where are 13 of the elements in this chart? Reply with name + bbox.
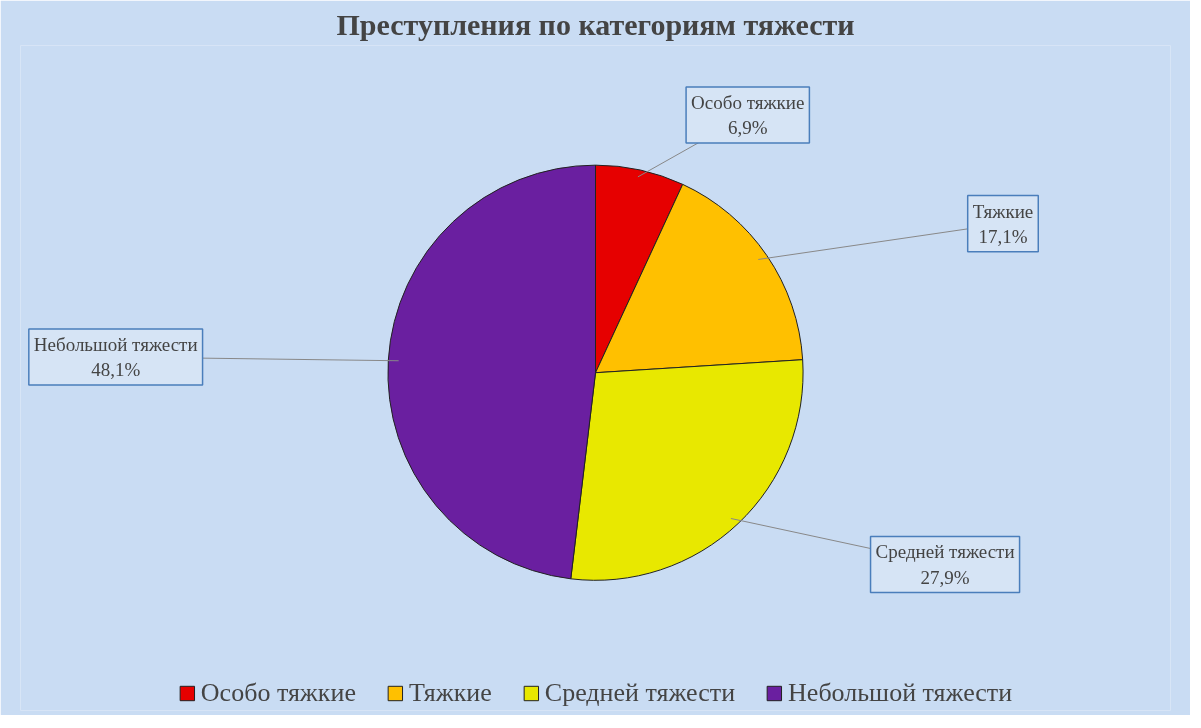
data-label: 27,9%: [920, 566, 970, 588]
data-label: 17,1%: [978, 225, 1028, 247]
slice-label: Средней тяжести: [875, 541, 1015, 563]
data-label: 6,9%: [727, 117, 768, 139]
legend-label: Тяжкие: [408, 678, 492, 708]
slice-label: Особо тяжкие: [691, 91, 805, 113]
chart-title: Преступления по категориям тяжести: [336, 7, 855, 41]
slice-label: Небольшой тяжести: [33, 333, 198, 355]
legend-label: Небольшой тяжести: [788, 678, 1013, 708]
slice-label: Тяжкие: [972, 200, 1034, 222]
data-label: 48,1%: [91, 359, 141, 381]
legend-label: Средней тяжести: [544, 678, 736, 708]
legend-label: Особо тяжкие: [200, 678, 356, 708]
